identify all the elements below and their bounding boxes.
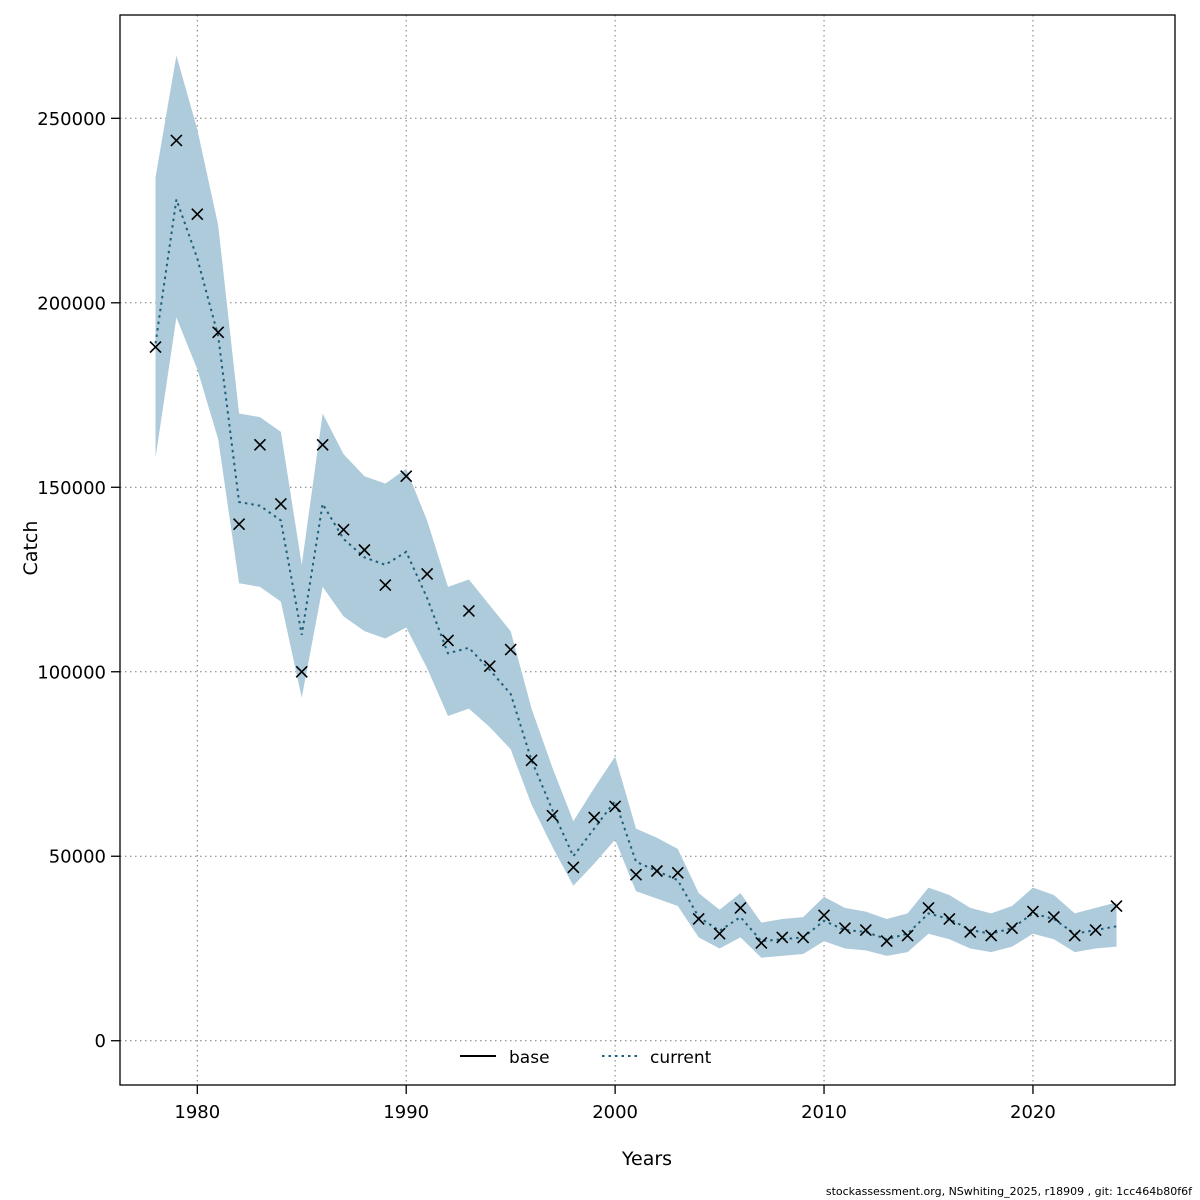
catch-marker	[1005, 922, 1019, 935]
legend: base current	[460, 1048, 712, 1068]
catch-marker	[149, 341, 162, 354]
catch-marker	[943, 912, 956, 926]
catch-marker	[650, 864, 663, 878]
x-tick-label: 2000	[592, 1102, 638, 1123]
catch-marker	[1110, 899, 1123, 913]
catch-marker	[964, 925, 977, 938]
catch-marker	[922, 901, 935, 914]
catch-marker	[546, 809, 559, 822]
legend-label-base: base	[509, 1048, 550, 1068]
x-tick-label: 1980	[174, 1102, 220, 1123]
catch-marker	[462, 604, 475, 617]
catch-marker	[295, 665, 308, 678]
catch-marker	[859, 923, 872, 937]
catch-marker	[274, 497, 287, 510]
catch-marker	[233, 518, 246, 531]
catch-marker	[525, 754, 538, 767]
catch-marker	[483, 660, 496, 673]
catch-marker	[191, 208, 204, 221]
x-tick-label: 2010	[801, 1102, 847, 1123]
catch-marker	[692, 912, 705, 926]
observed-catch-markers	[149, 134, 1123, 950]
catch-marker	[734, 901, 747, 914]
catch-marker	[253, 438, 267, 451]
catch-marker	[1089, 923, 1102, 937]
catch-marker	[776, 931, 789, 944]
catch-marker	[880, 935, 893, 948]
catch-marker	[629, 868, 643, 881]
catch-marker	[985, 929, 998, 942]
axes: 0 50000 100000 150000 200000 250000 1980 1990 20…	[37, 109, 1056, 1123]
footer-citation: stockassessment.org, NSwhiting_2025, r18…	[826, 1185, 1193, 1198]
catch-marker	[817, 909, 831, 922]
y-tick-label: 250000	[37, 109, 106, 130]
catch-marker	[671, 866, 684, 879]
catch-marker	[838, 922, 851, 935]
x-axis-title: Years	[621, 1148, 672, 1170]
catch-marker	[170, 134, 183, 147]
catch-marker	[316, 438, 329, 451]
catch-marker	[421, 567, 434, 581]
x-tick-label: 2020	[1010, 1102, 1056, 1123]
catch-marker	[609, 800, 622, 813]
catch-marker	[567, 861, 580, 874]
legend-label-current: current	[650, 1048, 712, 1068]
plot-border	[119, 14, 1176, 1086]
catch-marker	[358, 543, 371, 557]
catch-marker	[441, 634, 455, 647]
catch-marker	[212, 326, 225, 339]
catch-marker	[713, 927, 726, 940]
catch-marker	[1068, 929, 1081, 942]
y-tick-label: 50000	[49, 847, 106, 868]
catch-marker	[337, 523, 350, 536]
confidence-band-group	[155, 55, 1117, 958]
catch-marker	[1026, 905, 1040, 918]
confidence-band	[155, 55, 1117, 958]
y-axis-title: Catch	[20, 521, 42, 576]
x-tick-label: 1990	[383, 1102, 429, 1123]
catch-marker	[1047, 911, 1060, 924]
catch-marker	[504, 643, 517, 656]
y-tick-label: 200000	[37, 293, 106, 314]
catch-marker	[755, 936, 768, 950]
y-tick-label: 150000	[37, 478, 106, 499]
catch-marker	[797, 931, 810, 944]
catch-marker	[400, 470, 413, 483]
catch-marker	[379, 578, 392, 592]
y-tick-label: 0	[95, 1031, 106, 1052]
catch-marker	[901, 929, 914, 942]
y-tick-label: 100000	[37, 662, 106, 683]
catch-marker	[588, 811, 601, 824]
